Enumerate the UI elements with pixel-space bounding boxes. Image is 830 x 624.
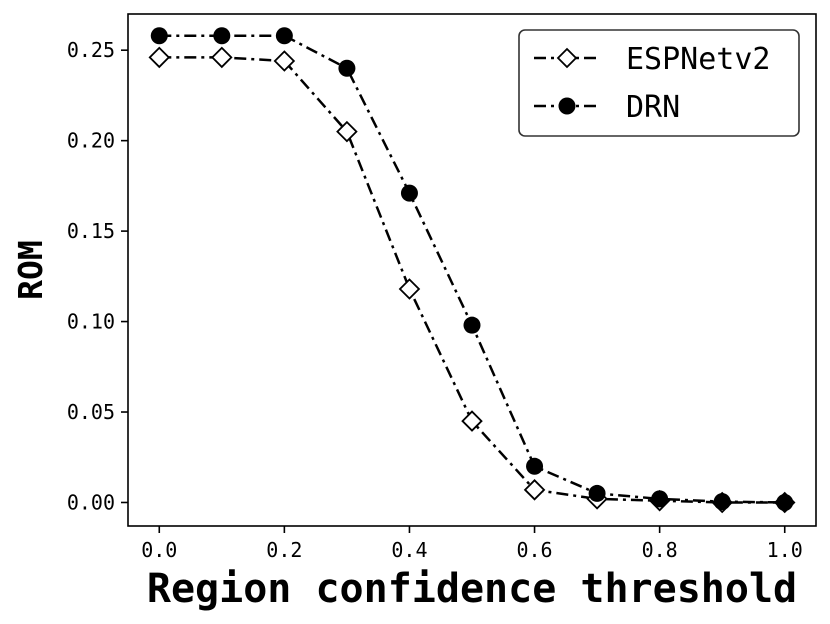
data-point-drn bbox=[651, 490, 669, 508]
y-tick-label: 0.15 bbox=[67, 219, 115, 243]
data-point-drn bbox=[713, 493, 731, 511]
data-point-drn bbox=[400, 184, 418, 202]
data-point-drn bbox=[526, 457, 544, 475]
y-axis-title: ROM bbox=[11, 240, 50, 300]
y-tick-label: 0.00 bbox=[67, 490, 115, 514]
legend-label-drn: DRN bbox=[626, 90, 680, 125]
x-tick-label: 0.0 bbox=[141, 538, 177, 562]
data-point-espnetv2 bbox=[523, 479, 546, 501]
y-tick-label: 0.20 bbox=[67, 129, 115, 153]
y-tick-label: 0.10 bbox=[67, 310, 115, 334]
data-point-espnetv2 bbox=[211, 46, 233, 69]
data-point-drn bbox=[213, 27, 231, 45]
data-point-drn bbox=[150, 27, 168, 45]
data-point-drn bbox=[588, 484, 606, 502]
data-point-espnetv2 bbox=[336, 120, 358, 143]
x-tick-label: 0.8 bbox=[642, 538, 678, 562]
ticks-layer: 0.0 0.2 0.4 0.6 0.8 1.0 0.00 0.05 0.10 0.15 0.20 0.… bbox=[67, 38, 803, 562]
y-tick-label: 0.25 bbox=[67, 38, 115, 62]
data-point-espnetv2 bbox=[148, 46, 171, 69]
data-point-espnetv2 bbox=[398, 278, 421, 300]
x-tick-label: 0.2 bbox=[266, 538, 302, 562]
plot-frame bbox=[127, 13, 817, 527]
y-tick-label: 0.05 bbox=[67, 400, 115, 424]
x-tick-label: 1.0 bbox=[767, 538, 803, 562]
legend-marker-drn bbox=[558, 97, 576, 115]
x-tick-label: 0.4 bbox=[391, 538, 427, 562]
x-axis-title: Region confidence threshold bbox=[147, 566, 797, 612]
x-tick-label: 0.6 bbox=[516, 538, 552, 562]
data-point-drn bbox=[776, 493, 794, 511]
data-point-drn bbox=[275, 27, 293, 45]
data-point-espnetv2 bbox=[461, 410, 483, 432]
legend-label-espnetv2: ESPNetv2 bbox=[626, 42, 771, 77]
legend: ESPNetv2 DRN bbox=[518, 29, 800, 137]
series-layer bbox=[148, 27, 796, 514]
data-point-espnetv2 bbox=[273, 50, 296, 72]
legend-box bbox=[518, 29, 800, 137]
legend-marker-espnetv2 bbox=[556, 47, 578, 69]
data-point-drn bbox=[338, 59, 356, 77]
data-point-drn bbox=[463, 316, 481, 334]
